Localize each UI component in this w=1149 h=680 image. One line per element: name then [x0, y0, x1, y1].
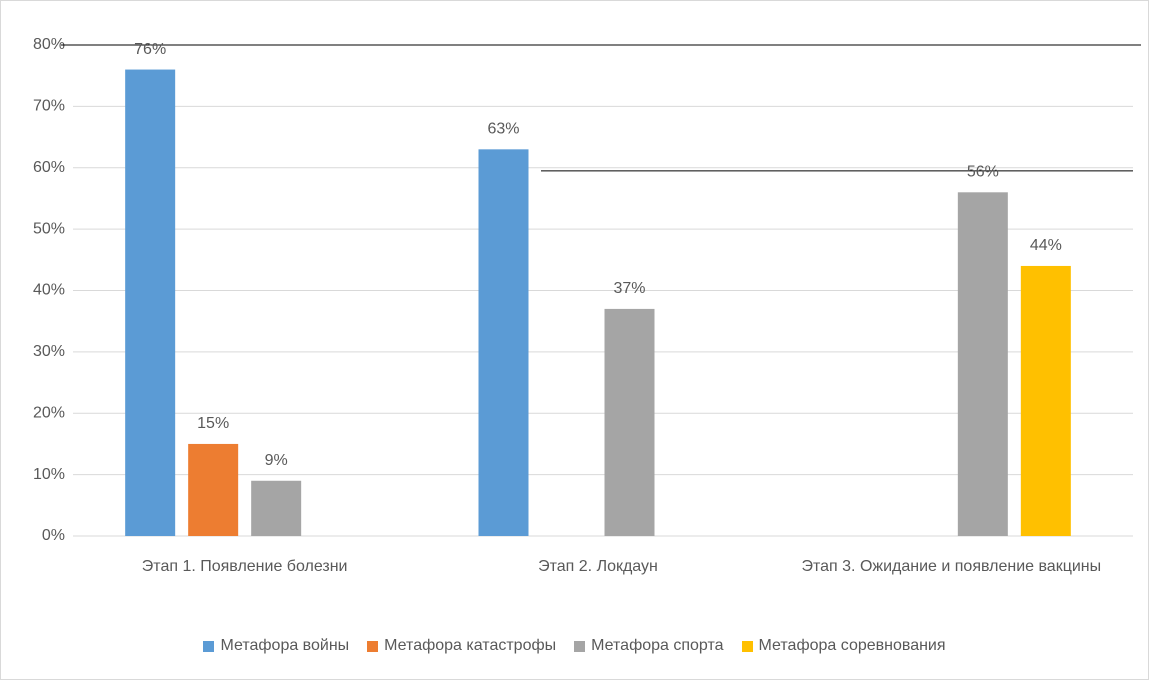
y-tick-label: 70% [33, 98, 65, 115]
bar [125, 69, 176, 537]
legend-label: Метафора спорта [591, 637, 724, 654]
data-label: 63% [487, 121, 519, 138]
bar [478, 149, 529, 536]
y-tick-label: 30% [33, 343, 65, 360]
legend-swatch [367, 640, 379, 652]
data-label: 15% [197, 415, 229, 432]
x-tick-label: Этап 1. Появление болезни [141, 558, 348, 575]
data-label: 9% [265, 452, 288, 469]
legend-label: Метафора соревнования [758, 637, 946, 654]
y-tick-label: 20% [33, 404, 65, 421]
legend: Метафора войны Метафора катастрофы Метафор… [1, 637, 1148, 655]
legend-label: Метафора катастрофы [384, 637, 557, 654]
legend-item: Метафора катастрофы [367, 637, 556, 655]
x-tick-label: Этап 2. Локдаун [538, 558, 658, 575]
y-tick-label: 40% [33, 282, 65, 299]
legend-swatch [203, 640, 215, 652]
x-tick-label: Этап 3. Ожидание и появление вакцины [801, 558, 1102, 575]
legend-item: Метафора спорта [574, 637, 724, 655]
data-label: 44% [1030, 237, 1062, 254]
data-label: 37% [613, 280, 645, 297]
y-tick-label: 10% [33, 466, 65, 483]
legend-item: Метафора войны [203, 637, 349, 655]
legend-item: Метафора соревнования [741, 637, 946, 655]
legend-swatch [574, 640, 586, 652]
data-label: 56% [967, 164, 999, 181]
y-tick-label: 50% [33, 220, 65, 237]
bar [251, 480, 302, 536]
y-tick-label: 0% [42, 527, 65, 544]
bar [1020, 265, 1071, 536]
y-tick-label: 60% [33, 159, 65, 176]
data-label: 76% [134, 41, 166, 58]
y-tick-label: 80% [33, 36, 65, 53]
legend-label: Метафора войны [220, 637, 350, 654]
legend-swatch [741, 640, 753, 652]
bar [188, 443, 239, 536]
chart: 0% 10% 20% 30% 40% 50% 60% 70% 80% 76% 15% 9% 63% 37%… [33, 36, 1141, 544]
bar [957, 192, 1008, 537]
bar [604, 308, 655, 536]
